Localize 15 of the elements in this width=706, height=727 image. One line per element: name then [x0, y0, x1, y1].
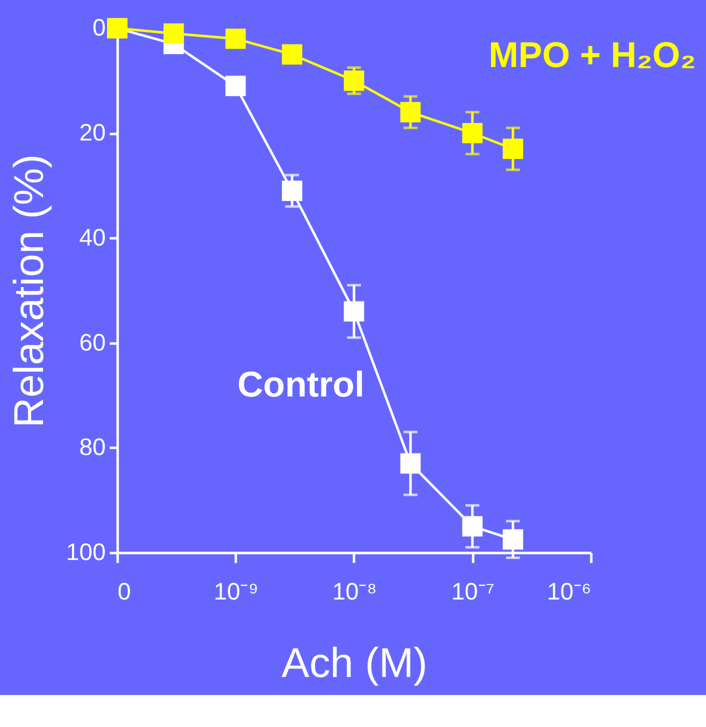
y-tick-label: 100	[66, 538, 106, 566]
x-tick-label: 10⁻⁹	[214, 578, 258, 606]
y-tick-label: 40	[79, 224, 106, 252]
x-axis-title: Ach (M)	[282, 639, 428, 686]
y-axis-title: Relaxation (%)	[5, 154, 52, 428]
y-tick-label: 20	[79, 120, 106, 147]
x-tick-label: 0	[118, 578, 131, 606]
x-tick-label: 10⁻⁶	[547, 578, 592, 606]
y-tick-label: 60	[79, 329, 106, 356]
y-tick-label: 80	[79, 434, 106, 462]
y-tick-label: 0	[92, 14, 106, 42]
series-label: Control	[237, 364, 364, 405]
series-label: MPO + H₂O₂	[488, 34, 696, 75]
x-tick-label: 10⁻⁷	[451, 578, 494, 606]
x-tick-label: 10⁻⁸	[332, 578, 377, 606]
